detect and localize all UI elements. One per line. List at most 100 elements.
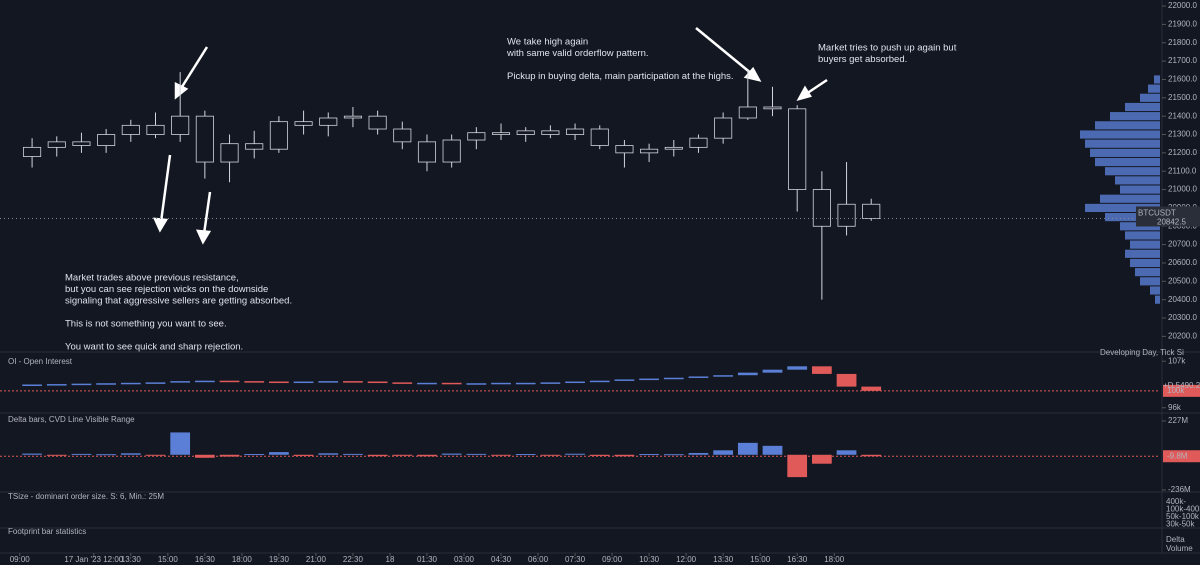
delta-bar — [71, 453, 92, 455]
volume-profile-bar — [1130, 258, 1160, 268]
volume-profile-bar — [1125, 231, 1160, 240]
delta-bar — [836, 450, 857, 455]
annotation-line: Pickup in buying delta, main participati… — [507, 71, 734, 82]
candle-body — [417, 141, 437, 163]
delta-bar — [293, 454, 314, 456]
x-tick-label: 19:30 — [269, 555, 290, 564]
y-tick-label: 21900.0 — [1168, 20, 1197, 29]
y-tick-label: 21200.0 — [1168, 148, 1197, 157]
delta-bar — [219, 454, 240, 457]
candle-body — [640, 148, 659, 154]
oi-bar — [417, 382, 437, 385]
oi-bar — [96, 383, 116, 385]
x-tick-label: 07:30 — [565, 555, 586, 564]
delta-bar — [639, 454, 659, 456]
legend-entry: 50k-100k — [1166, 512, 1200, 521]
x-tick-label: 12:00 — [676, 555, 697, 564]
volume-profile-bar — [1155, 295, 1160, 304]
volume-profile-bar — [1105, 167, 1160, 176]
candle-body — [491, 132, 511, 135]
last-value-label: 100k — [1167, 386, 1185, 395]
x-tick-label: 03:00 — [454, 555, 475, 564]
legend-entry: 100k-400k — [1166, 505, 1200, 514]
legend-entry: 400k- — [1166, 497, 1186, 506]
annotation-line: This is not something you want to see. — [65, 319, 227, 330]
last-price-box — [1136, 206, 1200, 227]
volume-profile-bar — [1105, 213, 1160, 222]
oi-bar — [713, 375, 734, 377]
y-tick-label: 22000.0 — [1168, 1, 1197, 10]
oi-bar — [589, 380, 610, 383]
volume-profile-bar — [1090, 148, 1160, 157]
candle-body — [269, 121, 288, 150]
y-tick-label: -236M — [1168, 485, 1191, 494]
x-tick-label: 10:30 — [639, 555, 660, 564]
oi-bar — [466, 383, 487, 385]
delta-bar — [96, 454, 116, 456]
oi-bar — [46, 384, 67, 386]
annotation-line: Market trades above previous resistance, — [65, 273, 239, 284]
x-tick-label: 22:30 — [343, 555, 364, 564]
volume-profile-bar — [1115, 176, 1160, 185]
candle-body — [788, 108, 807, 190]
y-tick-label: 20500.0 — [1168, 276, 1197, 285]
annotation-line: but you can see rejection wicks on the d… — [65, 284, 268, 295]
candle-body — [862, 203, 881, 219]
volume-profile-bar — [1125, 102, 1160, 112]
oi-bar — [120, 382, 141, 385]
candle-body — [97, 134, 116, 146]
oi-bar — [194, 380, 215, 383]
delta-bar — [244, 454, 265, 456]
candle-body — [245, 143, 264, 150]
panel-title: OI - Open Interest — [8, 357, 73, 366]
y-tick-label: 20600.0 — [1168, 258, 1197, 267]
volume-profile-bar — [1130, 240, 1160, 249]
candle-body — [763, 106, 782, 110]
delta-bar — [663, 454, 684, 456]
delta-bar — [22, 453, 42, 455]
candle-body — [590, 128, 609, 146]
delta-bar — [145, 454, 166, 456]
annotation-line: buyers get absorbed. — [818, 54, 907, 65]
y-tick-label: 20300.0 — [1168, 313, 1197, 322]
volume-profile-bar — [1140, 277, 1160, 286]
candle-body — [615, 145, 634, 154]
delta-bar — [441, 453, 462, 455]
annotation-line: We take high again — [507, 37, 588, 48]
x-tick-label: 09:00 — [10, 555, 31, 564]
delta-bar — [688, 452, 709, 455]
candle-body — [23, 146, 42, 157]
candle-body — [195, 115, 214, 163]
volume-profile-bar — [1085, 139, 1160, 148]
oi-bar — [540, 382, 561, 384]
change-label: +D 5490.220 — [1163, 381, 1200, 390]
oi-bar — [762, 369, 783, 373]
volume-profile-bar — [1095, 121, 1160, 130]
oi-bar — [392, 382, 413, 384]
delta-bar — [540, 454, 561, 456]
candle-body — [689, 137, 708, 148]
delta-bar — [466, 453, 487, 455]
candle-body — [220, 143, 239, 163]
delta-bar — [318, 453, 339, 455]
last-price-label: 20842.5 — [1157, 218, 1186, 227]
y-tick-label: 21700.0 — [1168, 56, 1197, 65]
delta-bar — [120, 453, 141, 455]
x-tick-label: 16:30 — [787, 555, 808, 564]
panel-title: Footprint bar statistics — [8, 527, 86, 536]
volume-profile-bar — [1095, 157, 1160, 167]
oi-bar — [836, 373, 857, 387]
oi-bar — [343, 381, 363, 383]
volume-profile-bar — [1150, 286, 1160, 295]
x-tick-label: 09:00 — [602, 555, 623, 564]
oi-bar — [441, 382, 462, 385]
candle-body — [566, 128, 585, 135]
oi-bar — [737, 372, 758, 376]
delta-bar — [861, 454, 882, 457]
annotation-line: with same valid orderflow pattern. — [506, 48, 649, 59]
x-tick-label: 17 Jan '23 12:00 — [64, 555, 123, 564]
candle-body — [319, 117, 338, 126]
oi-bar — [145, 382, 166, 384]
candle-body — [664, 146, 683, 150]
